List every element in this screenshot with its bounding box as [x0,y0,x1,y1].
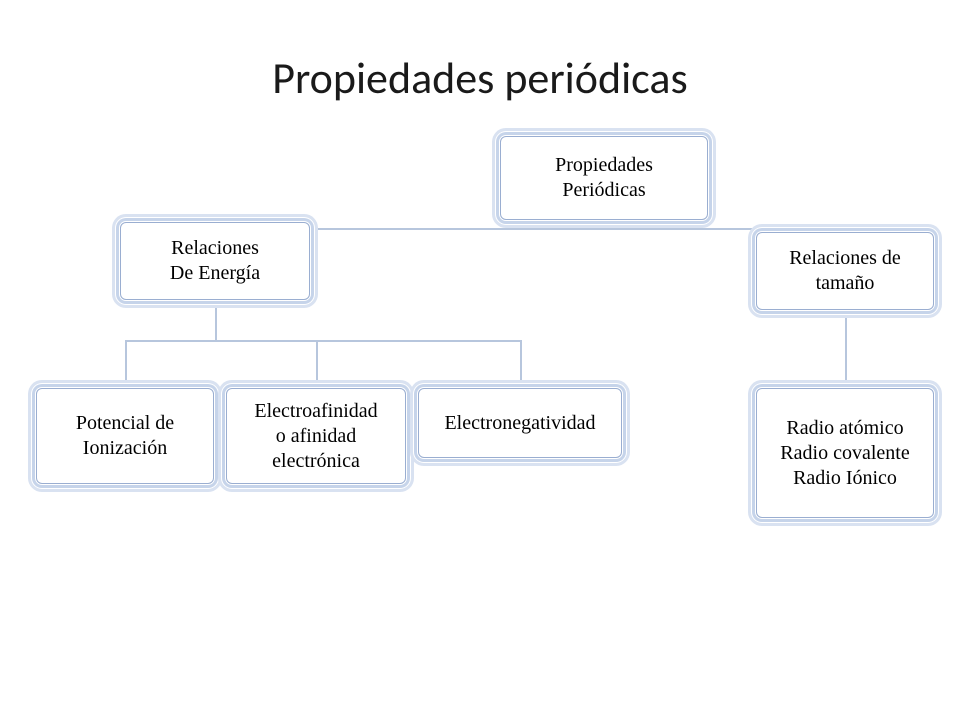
node-text-line: Propiedades [555,153,653,178]
connector [845,310,847,388]
connector [215,300,217,340]
node-text-line: Ionización [83,436,167,461]
node-electronegatividad: Electronegatividad [418,388,622,458]
connector [316,340,318,388]
node-radios: Radio atómicoRadio covalenteRadio Iónico [756,388,934,518]
node-text-line: tamaño [816,271,875,296]
node-text-line: Periódicas [562,178,645,203]
node-text-line: Potencial de [76,411,174,436]
node-text-line: Electronegatividad [444,411,595,436]
node-text-line: Relaciones [171,236,259,261]
node-text-line: electrónica [272,449,360,474]
node-text-line: Radio Iónico [793,466,897,491]
node-electroafinidad: Electroafinidado afinidadelectrónica [226,388,406,484]
node-text-line: Relaciones de [789,246,901,271]
node-root: PropiedadesPeriódicas [500,136,708,220]
node-text-line: o afinidad [276,424,357,449]
node-relaciones-energia: RelacionesDe Energía [120,222,310,300]
node-text-line: De Energía [170,261,260,286]
node-text-line: Radio atómico [786,416,903,441]
node-text-line: Electroafinidad [254,399,377,424]
connector [603,220,605,228]
page-title: Propiedades periódicas [0,51,960,105]
node-potencial-ionizacion: Potencial deIonización [36,388,214,484]
connector [520,340,522,388]
connector [125,340,127,388]
node-text-line: Radio covalente [780,441,909,466]
node-relaciones-tamano: Relaciones detamaño [756,232,934,310]
connector [125,340,520,342]
